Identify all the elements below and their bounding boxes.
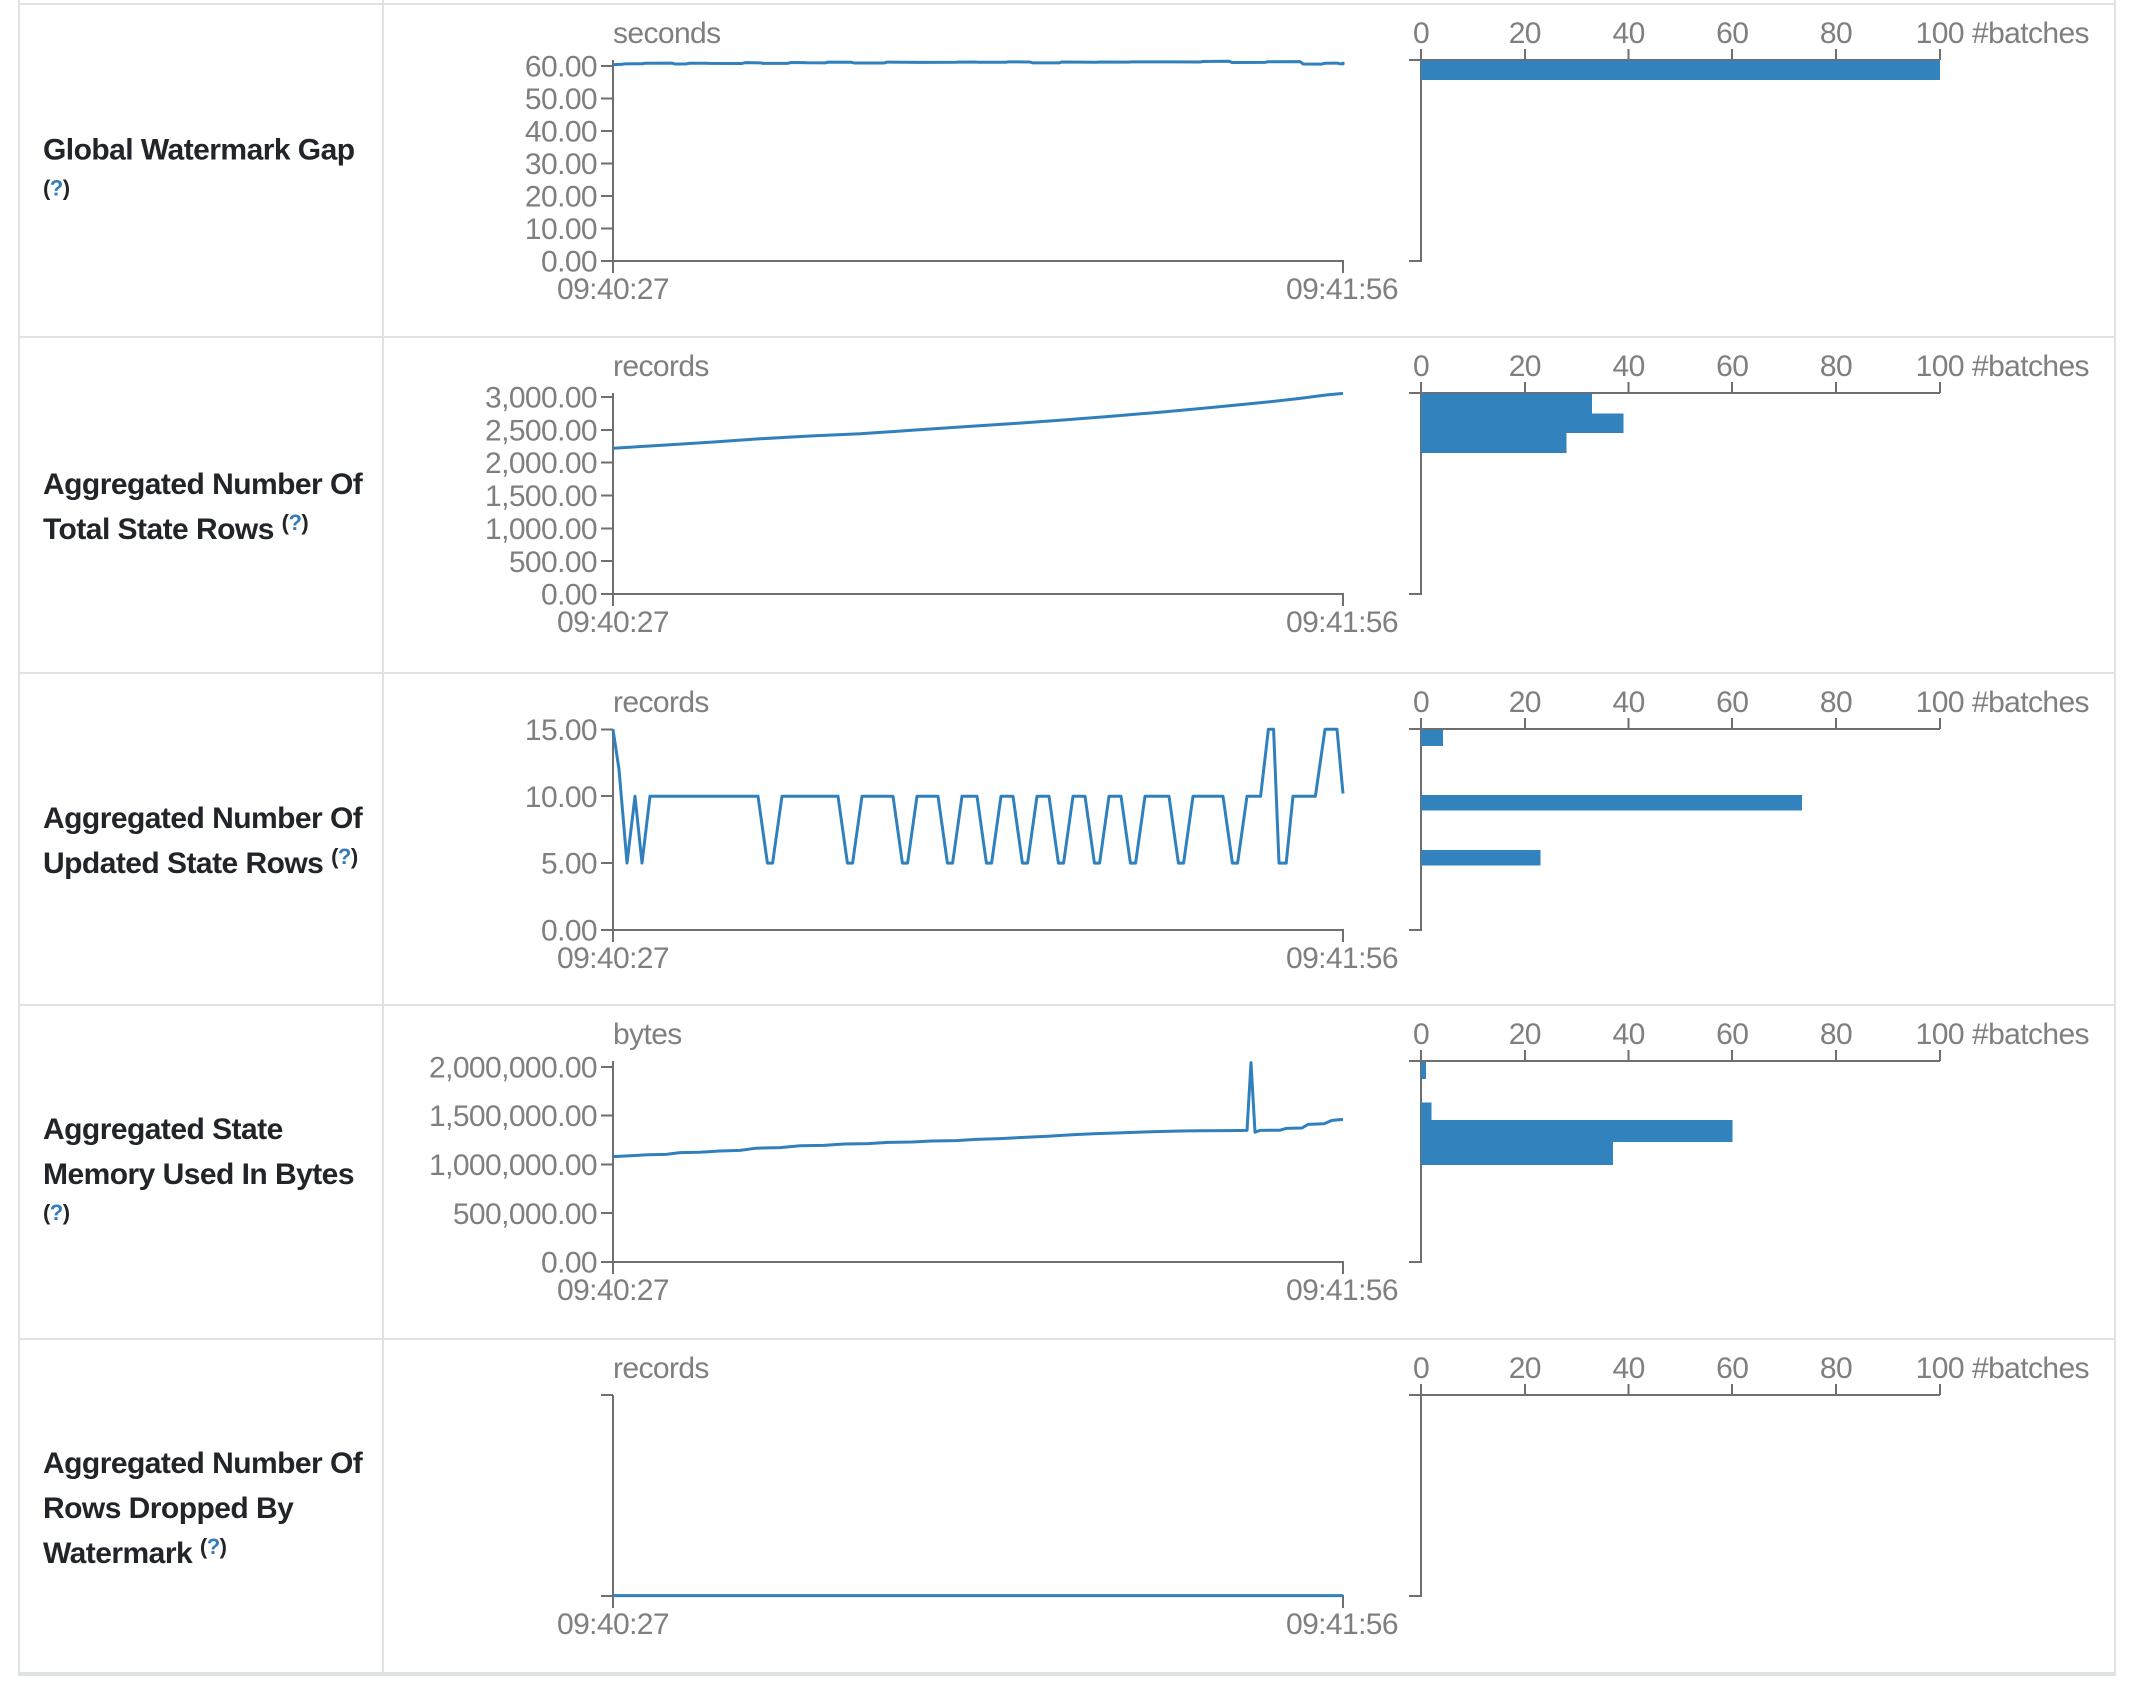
svg-text:seconds: seconds [613, 17, 721, 50]
svg-text:Aggregated State: Aggregated State [43, 1113, 283, 1146]
svg-text:20: 20 [1509, 686, 1541, 719]
svg-text:2,000,000.00: 2,000,000.00 [429, 1051, 597, 1084]
svg-text:100: 100 [1916, 1352, 1964, 1385]
svg-text:1,000,000.00: 1,000,000.00 [429, 1149, 597, 1182]
svg-text:0.00: 0.00 [541, 1247, 597, 1280]
svg-text:40: 40 [1613, 1018, 1645, 1051]
svg-text:Memory Used In Bytes: Memory Used In Bytes [43, 1158, 354, 1191]
svg-text:10.00: 10.00 [525, 781, 597, 814]
svg-text:#batches: #batches [1972, 350, 2089, 383]
svg-text:#batches: #batches [1972, 1352, 2089, 1385]
svg-text:0: 0 [1413, 1352, 1429, 1385]
svg-text:2,500.00: 2,500.00 [485, 414, 597, 447]
svg-text:100: 100 [1916, 686, 1964, 719]
svg-text:500.00: 500.00 [509, 546, 597, 579]
svg-text:09:40:27: 09:40:27 [557, 606, 669, 639]
svg-text:bytes: bytes [613, 1018, 682, 1051]
svg-text:09:41:56: 09:41:56 [1286, 1608, 1398, 1641]
svg-text:60: 60 [1716, 350, 1748, 383]
svg-text:50.00: 50.00 [525, 83, 597, 116]
svg-text:1,000.00: 1,000.00 [485, 513, 597, 546]
svg-text:60.00: 60.00 [525, 51, 597, 84]
svg-text:0.00: 0.00 [541, 915, 597, 948]
svg-text:20: 20 [1509, 1352, 1541, 1385]
svg-text:60: 60 [1716, 1352, 1748, 1385]
svg-text:40: 40 [1613, 17, 1645, 50]
svg-text:40: 40 [1613, 686, 1645, 719]
svg-text:Rows Dropped By: Rows Dropped By [43, 1492, 294, 1525]
svg-text:15.00: 15.00 [525, 714, 597, 747]
svg-text:40.00: 40.00 [525, 116, 597, 149]
svg-text:60: 60 [1716, 686, 1748, 719]
svg-text:0.00: 0.00 [541, 579, 597, 612]
svg-text:40: 40 [1613, 350, 1645, 383]
svg-text:Aggregated Number Of: Aggregated Number Of [43, 802, 364, 835]
svg-text:09:41:56: 09:41:56 [1286, 1274, 1398, 1307]
svg-text:Aggregated Number Of: Aggregated Number Of [43, 1447, 364, 1480]
svg-text:#batches: #batches [1972, 17, 2089, 50]
svg-text:0: 0 [1413, 17, 1429, 50]
svg-text:500,000.00: 500,000.00 [453, 1198, 597, 1231]
svg-text:Updated State Rows (?): Updated State Rows (?) [43, 844, 358, 880]
svg-text:09:40:27: 09:40:27 [557, 1608, 669, 1641]
svg-text:100: 100 [1916, 350, 1964, 383]
svg-text:80: 80 [1820, 350, 1852, 383]
svg-text:40: 40 [1613, 1352, 1645, 1385]
svg-text:1,500.00: 1,500.00 [485, 480, 597, 513]
svg-text:Total State Rows (?): Total State Rows (?) [43, 510, 308, 546]
svg-text:09:40:27: 09:40:27 [557, 273, 669, 306]
svg-text:records: records [613, 350, 709, 383]
svg-text:80: 80 [1820, 1018, 1852, 1051]
svg-text:20: 20 [1509, 350, 1541, 383]
svg-text:3,000.00: 3,000.00 [485, 382, 597, 415]
svg-text:#batches: #batches [1972, 686, 2089, 719]
svg-text:Watermark (?): Watermark (?) [43, 1534, 227, 1570]
svg-text:60: 60 [1716, 1018, 1748, 1051]
svg-text:(?): (?) [43, 1200, 70, 1225]
svg-text:10.00: 10.00 [525, 213, 597, 246]
svg-text:30.00: 30.00 [525, 148, 597, 181]
svg-text:100: 100 [1916, 17, 1964, 50]
svg-text:Aggregated Number Of: Aggregated Number Of [43, 468, 364, 501]
svg-text:20: 20 [1509, 1018, 1541, 1051]
svg-text:09:40:27: 09:40:27 [557, 1274, 669, 1307]
svg-text:(?): (?) [43, 176, 70, 201]
svg-text:09:41:56: 09:41:56 [1286, 273, 1398, 306]
svg-text:80: 80 [1820, 1352, 1852, 1385]
svg-text:0: 0 [1413, 686, 1429, 719]
svg-text:0: 0 [1413, 350, 1429, 383]
svg-text:20.00: 20.00 [525, 181, 597, 214]
svg-text:Global Watermark Gap: Global Watermark Gap [43, 134, 355, 167]
svg-text:20: 20 [1509, 17, 1541, 50]
svg-text:0.00: 0.00 [541, 246, 597, 279]
svg-text:#batches: #batches [1972, 1018, 2089, 1051]
svg-text:1,500,000.00: 1,500,000.00 [429, 1100, 597, 1133]
svg-text:60: 60 [1716, 17, 1748, 50]
svg-text:2,000.00: 2,000.00 [485, 447, 597, 480]
svg-text:0: 0 [1413, 1018, 1429, 1051]
svg-text:09:40:27: 09:40:27 [557, 942, 669, 975]
svg-text:80: 80 [1820, 686, 1852, 719]
svg-text:5.00: 5.00 [541, 848, 597, 881]
svg-text:records: records [613, 1352, 709, 1385]
svg-text:80: 80 [1820, 17, 1852, 50]
svg-text:100: 100 [1916, 1018, 1964, 1051]
svg-text:records: records [613, 686, 709, 719]
svg-text:09:41:56: 09:41:56 [1286, 942, 1398, 975]
svg-text:09:41:56: 09:41:56 [1286, 606, 1398, 639]
